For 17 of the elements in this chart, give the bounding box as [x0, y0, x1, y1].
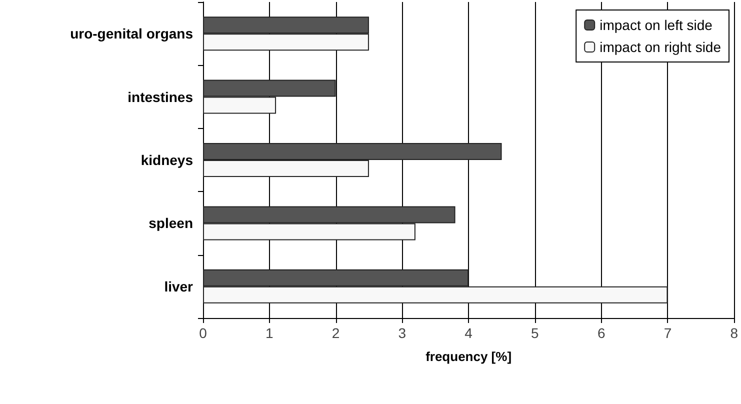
x-axis-title: frequency [%] [426, 349, 512, 364]
x-tick-label: 8 [730, 325, 738, 341]
legend-label: impact on left side [600, 17, 713, 33]
y-tick-label: spleen [148, 215, 193, 232]
x-tick-label: 5 [531, 325, 540, 341]
x-tick-label: 0 [199, 325, 208, 341]
legend-label: impact on right side [600, 39, 722, 55]
y-tick-label: kidneys [140, 152, 194, 168]
x-tick-label: 7 [664, 325, 672, 341]
y-tick-label: uro-genital organs [70, 26, 194, 42]
x-tick-label: 3 [398, 325, 406, 341]
y-tick-label: liver [164, 278, 194, 294]
x-tick-label: 1 [265, 325, 274, 341]
x-tick-label: 4 [464, 325, 473, 341]
y-tick-label: intestines [128, 88, 194, 105]
x-tick-label: 6 [597, 325, 606, 341]
x-tick-label: 2 [332, 325, 340, 341]
